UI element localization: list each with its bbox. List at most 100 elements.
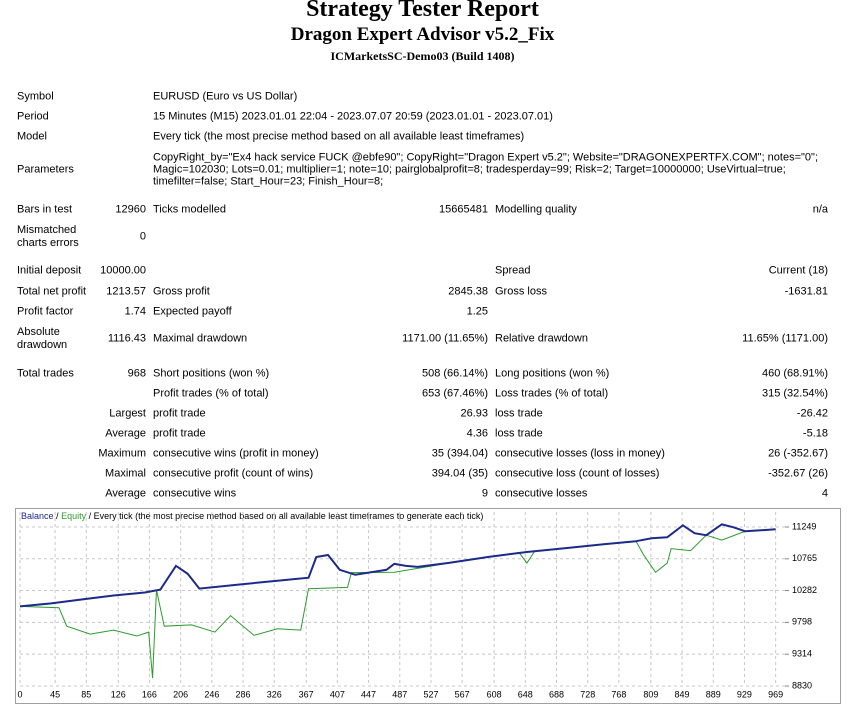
info-label: Symbol: [17, 90, 54, 103]
stat-label: Modelling quality: [495, 203, 577, 216]
stat-value: -26.42: [796, 407, 828, 420]
title: Strategy Tester Report: [306, 0, 539, 22]
stat-value: -352.67 (26): [768, 467, 828, 480]
y-tick-label: 10765: [792, 553, 817, 563]
chart-frame: [15, 508, 841, 704]
y-tick-label: 10282: [792, 585, 817, 595]
info-label: Parameters: [17, 163, 74, 176]
info-value: Magic=102030; Lots=0.01; multiplier=1; n…: [153, 163, 786, 176]
x-tick-label: 407: [330, 689, 345, 699]
stat-value: 11.65% (1171.00): [742, 332, 828, 345]
x-tick-label: 969: [768, 689, 783, 699]
stat-label: Loss trades (% of total): [495, 387, 609, 400]
stat-value: Maximal: [105, 467, 146, 480]
x-tick-label: 206: [173, 689, 188, 699]
stat-value: 394.04 (35): [431, 467, 488, 480]
stat-value: 1.25: [466, 305, 488, 318]
x-tick-label: 166: [142, 689, 157, 699]
subtitle: Dragon Expert Advisor v5.2_Fix: [290, 24, 555, 45]
stat-value: 35 (394.04): [431, 447, 488, 460]
stat-label: Absolute drawdown: [17, 326, 68, 351]
info-value: timefilter=false; Start_Hour=23; Finish_…: [153, 175, 384, 188]
x-tick-label: 286: [236, 689, 251, 699]
stat-label: Expected payoff: [153, 305, 232, 318]
stat-label: consecutive losses: [495, 487, 588, 500]
stat-label: loss trade: [495, 427, 543, 440]
stat-label: Initial deposit: [17, 264, 82, 277]
x-tick-label: 929: [737, 689, 752, 699]
stat-label: Mismatched charts errors: [17, 224, 79, 249]
stat-label: Spread: [495, 264, 531, 277]
x-tick-label: 648: [518, 689, 533, 699]
x-tick-label: 45: [50, 689, 60, 699]
x-tick-label: 126: [111, 689, 126, 699]
stat-value: Maximum: [98, 447, 146, 460]
stat-value: 10000.00: [100, 264, 146, 277]
stat-label: Bars in test: [17, 203, 73, 216]
server: ICMarketsSC-Demo03 (Build 1408): [330, 49, 515, 63]
info-label: Period: [17, 110, 49, 123]
x-tick-label: 567: [455, 689, 470, 699]
stat-value: 2845.38: [448, 285, 488, 298]
x-tick-label: 889: [706, 689, 721, 699]
stat-value: -5.18: [802, 427, 828, 440]
stat-value: 9: [481, 487, 488, 500]
stat-label: consecutive profit (count of wins): [153, 467, 314, 480]
stat-label: profit trade: [153, 427, 206, 440]
stat-value: Largest: [109, 407, 146, 420]
x-tick-label: 527: [423, 689, 438, 699]
y-tick-label: 8830: [792, 680, 812, 690]
stat-value: Average: [105, 427, 146, 440]
info-value: EURUSD (Euro vs US Dollar): [153, 90, 298, 103]
stat-value: 460 (68.91%): [761, 367, 828, 380]
stat-value: 4.36: [466, 427, 488, 440]
x-tick-label: 728: [580, 689, 595, 699]
stat-value: -1631.81: [784, 285, 828, 298]
stat-value: 12960: [115, 203, 146, 216]
legend-model: Every tick (the most precise method base…: [94, 511, 484, 521]
stat-value: 26.93: [460, 407, 488, 420]
stat-value: 0: [139, 230, 146, 243]
stat-value: 968: [127, 367, 146, 380]
series-line: [19, 528, 776, 679]
stat-label: consecutive losses (loss in money): [495, 447, 665, 460]
y-tick-label: 9798: [792, 617, 812, 627]
x-tick-label: 688: [549, 689, 564, 699]
info-value: 15 Minutes (M15) 2023.01.01 22:04 - 2023…: [153, 110, 553, 123]
y-tick-label: 9314: [792, 649, 812, 659]
stat-value: 1.74: [124, 305, 146, 318]
x-tick-label: 608: [487, 689, 502, 699]
stat-label: consecutive wins (profit in money): [153, 447, 319, 460]
stat-label: Gross loss: [495, 285, 547, 298]
legend: Balance / Equity / Every tick (the most …: [21, 511, 483, 521]
stat-label: Profit factor: [17, 305, 74, 318]
stat-label: profit trade: [153, 407, 206, 420]
stat-value: 653 (67.46%): [421, 387, 488, 400]
legend-sep: /: [56, 511, 59, 521]
stat-label: loss trade: [495, 407, 543, 420]
stat-label: Profit trades (% of total): [153, 387, 269, 400]
stat-value: 315 (32.54%): [761, 387, 828, 400]
stat-value: 508 (66.14%): [421, 367, 488, 380]
x-tick-label: 367: [299, 689, 314, 699]
x-tick-label: 487: [392, 689, 407, 699]
info-value: CopyRight_by="Ex4 hack service FUCK @ebf…: [153, 151, 818, 164]
stat-label: Short positions (won %): [153, 367, 270, 380]
x-tick-label: 768: [611, 689, 626, 699]
stat-label: Relative drawdown: [495, 332, 588, 345]
stat-value: 15665481: [439, 203, 488, 216]
legend-sep: /: [89, 511, 92, 521]
stat-value: Average: [105, 487, 146, 500]
stat-value: n/a: [812, 203, 828, 216]
stat-label: consecutive wins: [153, 487, 237, 500]
stat-value: 1171.00 (11.65%): [402, 332, 488, 345]
stat-value: 26 (-352.67): [768, 447, 828, 460]
stat-value: 1116.43: [107, 332, 146, 345]
x-tick-label: 246: [204, 689, 219, 699]
x-tick-label: 809: [643, 689, 658, 699]
stat-label: Long positions (won %): [495, 367, 610, 380]
x-tick-label: 326: [267, 689, 282, 699]
info-label: Model: [17, 130, 47, 143]
stat-label: Total trades: [17, 367, 74, 380]
